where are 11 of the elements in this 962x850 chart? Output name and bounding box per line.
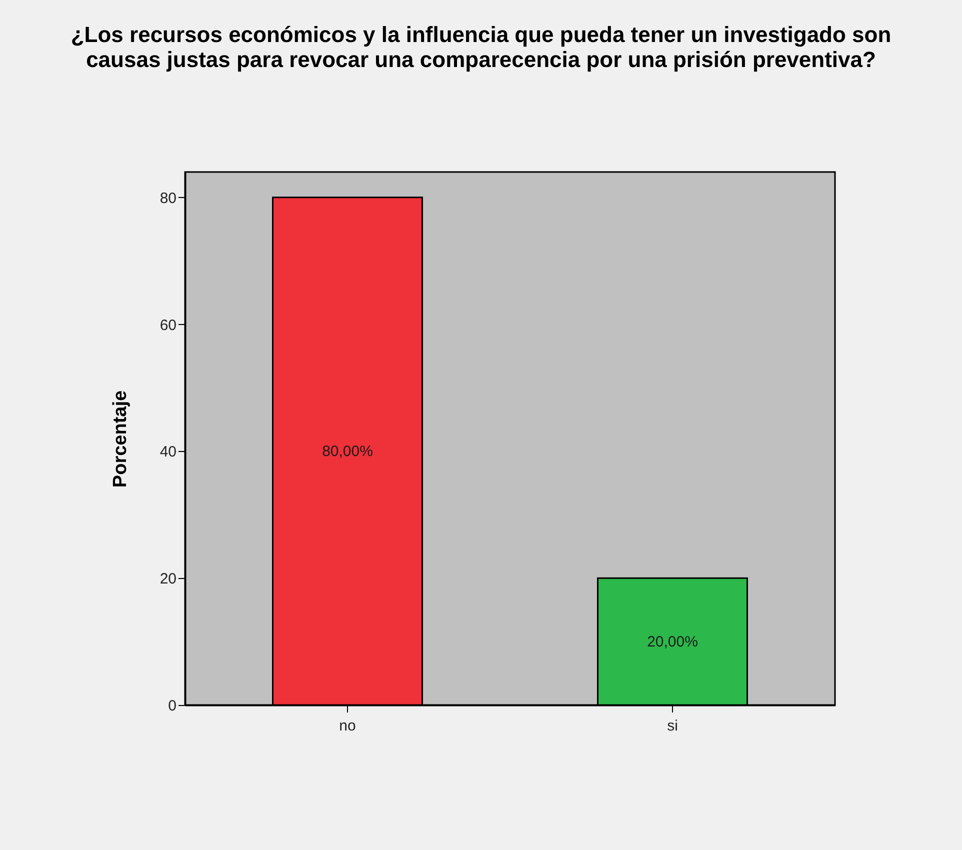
x-tick-label: no (339, 718, 356, 734)
y-tick-label: 20 (160, 570, 176, 588)
chart-title: ¿Los recursos económicos y la influencia que pueda tener un investigado son causas justas para revocar una comparecencia por una prisión preventiva? (70, 22, 892, 72)
y-tick-label: 40 (160, 444, 176, 461)
data-label: 80,00% (322, 443, 373, 460)
data-label: 20,00% (647, 634, 698, 651)
y-tick-label: 0 (168, 698, 176, 714)
y-axis-title: Porcentaje (110, 390, 131, 488)
y-tick-label: 60 (160, 316, 176, 334)
y-tick-label: 80 (160, 190, 176, 207)
x-tick-label: si (667, 718, 678, 734)
